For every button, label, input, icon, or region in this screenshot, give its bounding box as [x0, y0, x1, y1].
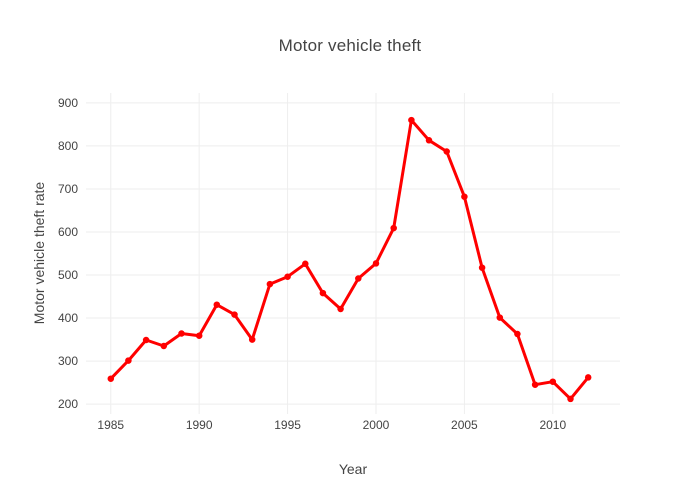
data-point-2011[interactable] — [567, 395, 574, 403]
data-point-1996[interactable] — [302, 260, 309, 268]
data-series — [107, 116, 592, 403]
data-point-1991[interactable] — [213, 301, 221, 308]
y-tick-label-500: 500 — [58, 268, 78, 282]
x-axis-title: Year — [338, 461, 368, 477]
data-point-1992[interactable] — [231, 311, 238, 318]
data-point-2010[interactable] — [549, 378, 557, 385]
y-tick-label-600: 600 — [58, 225, 78, 239]
data-point-2003[interactable] — [425, 137, 433, 144]
x-tick-label-1990: 1990 — [186, 418, 213, 432]
data-point-1998[interactable] — [337, 305, 344, 313]
data-point-2004[interactable] — [443, 148, 450, 155]
data-point-2007[interactable] — [496, 314, 504, 321]
y-tick-label-800: 800 — [58, 139, 78, 153]
data-point-2001[interactable] — [390, 224, 397, 232]
x-tick-label-2010: 2010 — [539, 418, 566, 432]
data-point-1995[interactable] — [284, 273, 291, 280]
data-point-2000[interactable] — [372, 260, 380, 267]
x-tick-label-1995: 1995 — [274, 418, 301, 432]
y-tick-label-200: 200 — [58, 397, 78, 411]
data-point-2005[interactable] — [461, 193, 468, 200]
data-point-2006[interactable] — [478, 264, 486, 271]
data-point-1989[interactable] — [178, 330, 185, 337]
y-tick-label-700: 700 — [58, 182, 78, 196]
y-tick-label-400: 400 — [58, 311, 78, 325]
data-point-2008[interactable] — [514, 330, 521, 338]
y-tick-label-300: 300 — [58, 354, 78, 368]
data-point-1987[interactable] — [142, 336, 150, 344]
data-point-2012[interactable] — [584, 374, 592, 381]
data-point-1993[interactable] — [248, 336, 256, 343]
data-point-1990[interactable] — [195, 332, 203, 339]
data-point-1988[interactable] — [160, 342, 168, 350]
data-point-1985[interactable] — [107, 375, 115, 382]
data-point-2009[interactable] — [531, 381, 539, 388]
y-tick-label-900: 900 — [58, 96, 78, 110]
data-point-2002[interactable] — [408, 116, 415, 124]
data-point-1986[interactable] — [125, 357, 132, 364]
x-tick-label-2005: 2005 — [451, 418, 478, 432]
x-tick-label-1985: 1985 — [97, 418, 124, 432]
series-line — [109, 118, 590, 401]
chart-title: Motor vehicle theft — [278, 36, 422, 55]
gridlines — [86, 93, 620, 414]
tick-labels: 200 300 400 500 600 700 800 900 1985 1990 1995 2000… — [58, 96, 567, 432]
data-point-1997[interactable] — [319, 289, 327, 297]
data-point-1994[interactable] — [266, 280, 274, 288]
x-tick-label-2000: 2000 — [363, 418, 390, 432]
data-point-1999[interactable] — [355, 275, 362, 282]
